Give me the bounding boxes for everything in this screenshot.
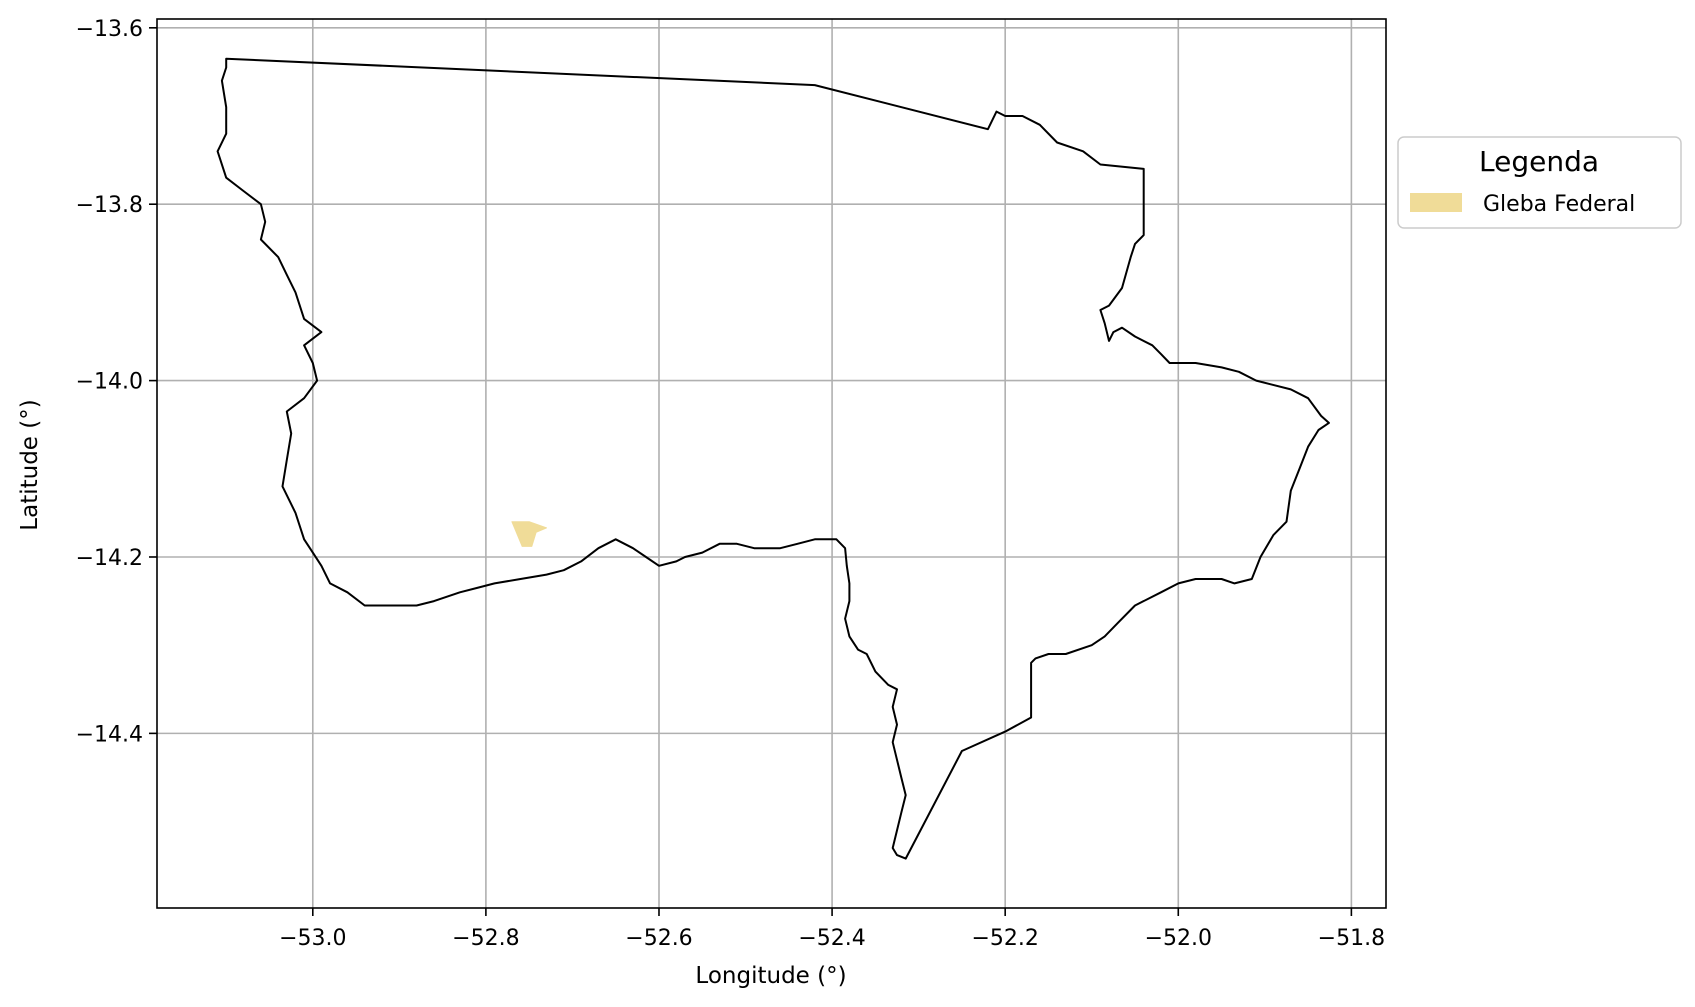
y-tick-label: −13.8 — [76, 193, 143, 218]
gridlines — [157, 19, 1386, 908]
y-tick-label: −14.4 — [76, 722, 143, 747]
legend-label-gleba-federal: Gleba Federal — [1483, 192, 1635, 217]
legend-box — [1397, 136, 1682, 229]
y-axis-label: Latitude (°) — [17, 399, 43, 530]
legend: Legenda Gleba Federal — [1397, 136, 1682, 229]
x-tick-label: −51.8 — [1318, 926, 1385, 951]
x-axis-label: Longitude (°) — [695, 963, 846, 989]
gleba-federal-polygon — [511, 521, 547, 547]
x-tick-label: −52.0 — [1145, 926, 1212, 951]
map-layers — [216, 57, 1330, 860]
y-tick-label: −13.6 — [76, 17, 143, 42]
x-tick-label: −52.2 — [971, 926, 1038, 951]
plot-frame — [156, 18, 1387, 909]
x-tick-label: −52.8 — [452, 926, 519, 951]
legend-title: Legenda — [1479, 145, 1599, 178]
legend-swatch-gleba-federal — [1410, 193, 1462, 212]
x-tick-label: −53.0 — [279, 926, 346, 951]
axis-ticks: −53.0 −52.8 −52.6 −52.4 −52.2 −52.0 −51.8 −13.6… — [76, 17, 1386, 951]
x-tick-label: −52.4 — [798, 926, 865, 951]
municipality-boundary-polygon — [216, 57, 1330, 860]
y-tick-label: −14.0 — [76, 370, 143, 395]
x-tick-label: −52.6 — [625, 926, 692, 951]
y-tick-label: −14.2 — [76, 546, 143, 571]
plot-area — [157, 19, 1386, 908]
